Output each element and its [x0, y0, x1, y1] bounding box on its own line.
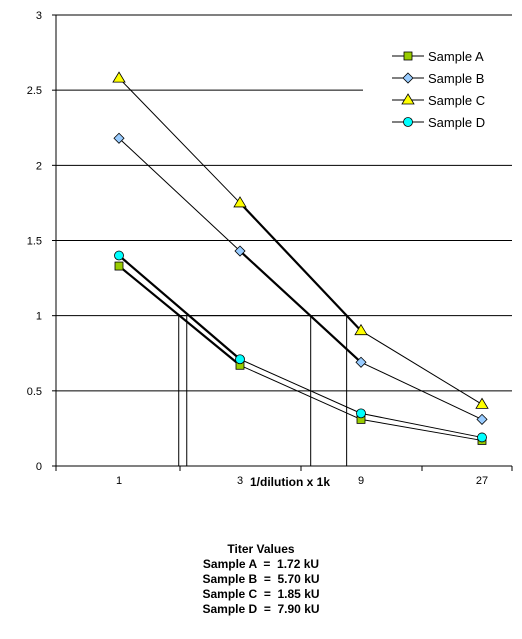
y-tick-label-1: 0.5 — [27, 386, 42, 398]
legend-box — [363, 38, 512, 136]
titer-heading: Titer Values — [227, 542, 295, 556]
series-2-segment-1 — [239, 202, 362, 332]
legend-label-3: Sample D — [428, 115, 485, 130]
series-2-point-1 — [233, 196, 247, 208]
legend-marker-2 — [401, 93, 415, 105]
series-lines — [118, 77, 483, 441]
legend: Sample A Sample B Sample C Sample D — [363, 38, 512, 136]
series-2-segment-0 — [118, 77, 241, 204]
titer-line-sample-a: Sample A = 1.72 kU — [202, 557, 320, 571]
titer-line-sample-c: Sample C = 1.85 kU — [202, 587, 320, 601]
legend-marker-1 — [402, 72, 414, 84]
series-1-segment-0 — [118, 137, 241, 252]
series-3-segment-0 — [118, 254, 241, 361]
series-3-point-1 — [235, 354, 245, 365]
series-1-point-0 — [113, 132, 125, 144]
series-2-point-0 — [112, 71, 126, 83]
legend-label-1: Sample B — [428, 71, 484, 86]
y-tick-label-3: 1.5 — [27, 236, 42, 248]
series-0-segment-0 — [118, 265, 241, 367]
legend-marker-3 — [403, 117, 413, 127]
series-0-segment-2 — [360, 418, 483, 441]
x-tick-label-2: 9 — [358, 475, 364, 487]
series-2-point-2 — [354, 323, 368, 336]
titer-line-sample-d: Sample D = 7.90 kU — [202, 602, 320, 616]
y-tick-label-2: 1 — [36, 311, 42, 323]
series-1-point-1 — [234, 245, 246, 257]
y-tick-label-6: 3 — [36, 10, 42, 22]
x-tick-label-1: 3 — [237, 475, 243, 487]
legend-label-0: Sample A — [428, 49, 484, 64]
series-0-segment-1 — [239, 364, 362, 420]
series-2-point-3 — [475, 397, 489, 409]
x-axis-title: 1/dilution x 1k — [250, 475, 330, 489]
x-tick-label-3: 27 — [476, 475, 488, 487]
titer-values-block: Titer Values Sample A = 1.72 kU Sample B… — [0, 542, 522, 617]
series-3-point-3 — [477, 432, 487, 443]
series-3-point-0 — [114, 250, 124, 261]
series-1-segment-1 — [239, 250, 362, 364]
series-1-point-2 — [355, 356, 367, 368]
series-2-segment-2 — [360, 330, 483, 405]
series-1-point-3 — [476, 413, 488, 425]
series-0-point-0 — [114, 261, 124, 271]
series-3-point-2 — [356, 408, 366, 419]
y-tick-label-5: 2.5 — [27, 85, 42, 97]
y-tick-label-0: 0 — [36, 461, 42, 473]
titer-line-sample-b: Sample B = 5.70 kU — [202, 572, 320, 586]
legend-label-2: Sample C — [428, 93, 485, 108]
legend-marker-0 — [403, 51, 413, 61]
series-3-segment-1 — [239, 358, 362, 414]
series-3-segment-2 — [360, 412, 483, 438]
axes: 0 0.5 1 1.5 2 2.5 3 1 3 9 27 — [27, 10, 513, 487]
y-tick-label-4: 2 — [36, 160, 42, 172]
series-markers — [112, 71, 489, 445]
series-1-segment-2 — [360, 361, 483, 420]
gridlines — [56, 14, 512, 392]
x-tick-label-0: 1 — [116, 475, 122, 487]
